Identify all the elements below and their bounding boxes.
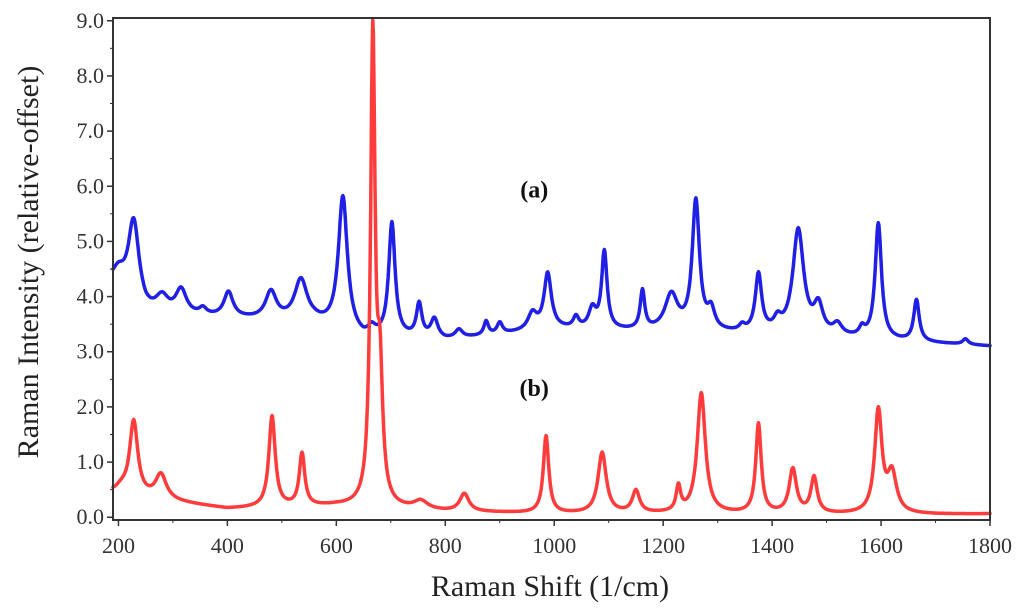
y-axis-title: Raman Intensity (relative-offset) [12, 66, 45, 459]
y-tick-label: 9.0 [77, 8, 105, 33]
series-labels: (a) (b) [520, 177, 549, 402]
x-tick-label: 1000 [532, 533, 576, 558]
x-tick-label: 1400 [750, 533, 794, 558]
y-tick-label: 3.0 [77, 339, 105, 364]
y-tick-label: 6.0 [77, 173, 105, 198]
x-axis-title: Raman Shift (1/cm) [431, 570, 669, 603]
y-tick-label: 2.0 [77, 394, 105, 419]
x-tick-label: 800 [429, 533, 462, 558]
x-tick-label: 1200 [641, 533, 685, 558]
x-tick-label: 1800 [968, 533, 1012, 558]
y-axis-ticks: 0.0 1.0 2.0 3.0 4.0 5.0 6.0 7.0 8.0 9.0 [77, 8, 113, 529]
series-label-a: (a) [520, 177, 548, 203]
x-tick-label: 200 [102, 533, 135, 558]
plot-frame [112, 17, 991, 521]
y-tick-label: 7.0 [77, 118, 105, 143]
y-tick-label: 5.0 [77, 228, 105, 253]
x-tick-label: 600 [320, 533, 353, 558]
series-line-b [111, 18, 992, 516]
y-tick-label: 1.0 [77, 449, 105, 474]
y-tick-label: 4.0 [77, 284, 105, 309]
series-layer [111, 18, 992, 516]
y-tick-label: 8.0 [77, 63, 105, 88]
x-tick-label: 400 [211, 533, 244, 558]
x-tick-label: 1600 [859, 533, 903, 558]
series-line-a [111, 193, 992, 348]
series-label-b: (b) [520, 376, 549, 402]
x-axis-ticks: 200 400 600 800 1000 1200 1400 1600 1800 [102, 520, 1012, 558]
y-tick-label: 0.0 [77, 504, 105, 529]
